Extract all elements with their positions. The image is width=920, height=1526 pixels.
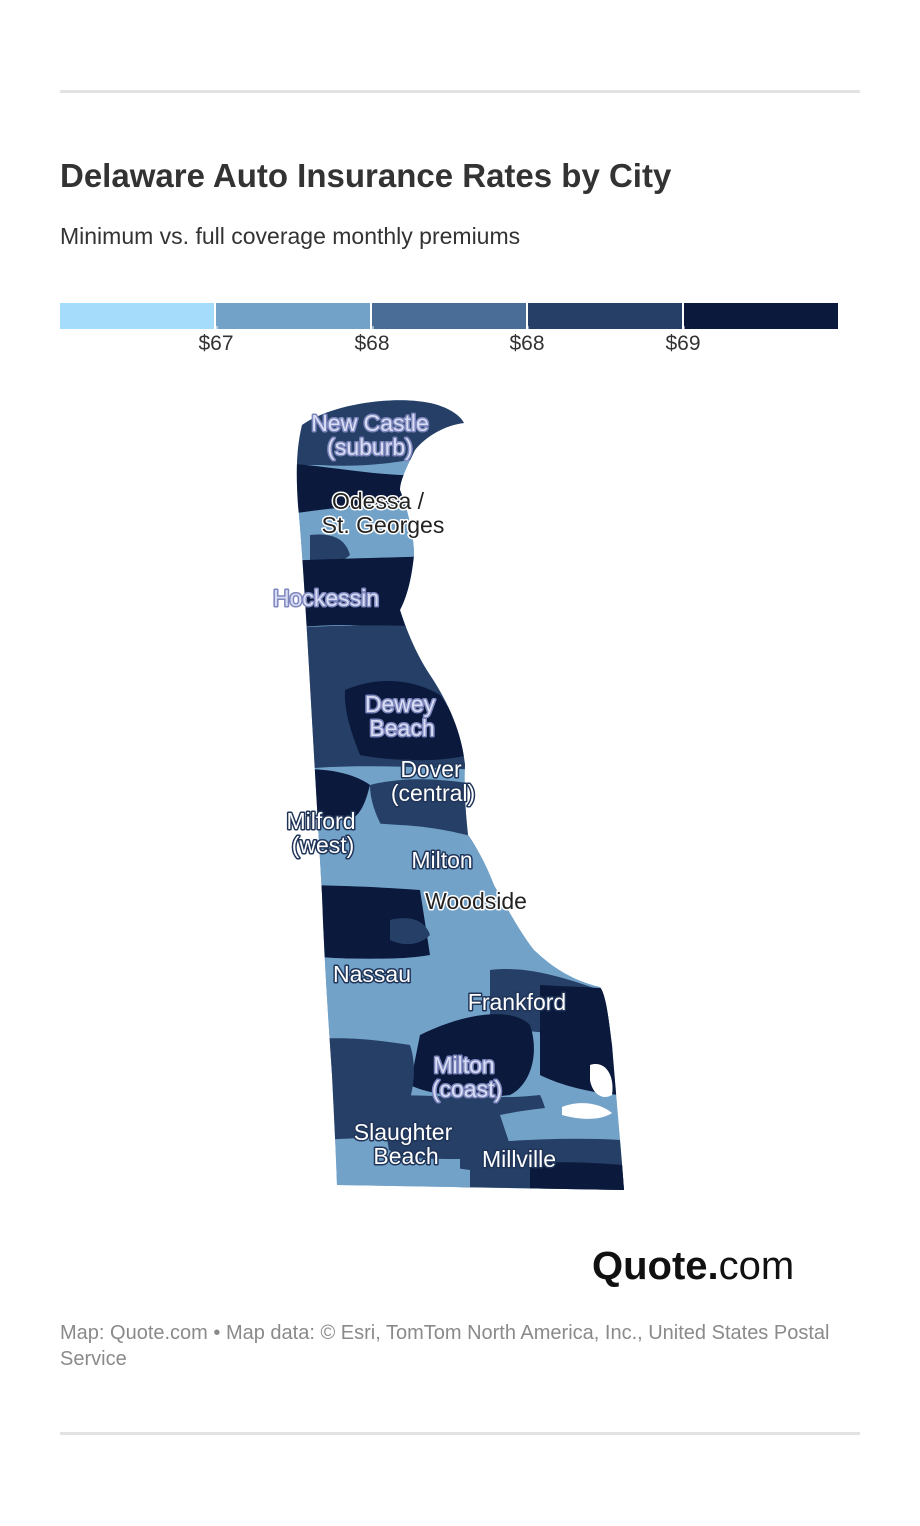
- city-label: Milford (west): [286, 808, 355, 858]
- city-label-line: Dewey: [365, 691, 436, 717]
- region-millville-coast: [530, 1162, 625, 1190]
- city-label: Hockessin: [273, 585, 379, 611]
- legend-ticks: $67 $68 $68 $69: [60, 326, 838, 362]
- region-dover-north: [344, 680, 468, 761]
- quote-com-logo: Quote.com: [592, 1244, 794, 1289]
- chart-title: Delaware Auto Insurance Rates by City: [60, 157, 672, 194]
- source-credit: Map: Quote.com • Map data: © Esri, TomTo…: [60, 1322, 830, 1370]
- city-label: New Castle (suburb): [311, 410, 429, 460]
- top-divider: [60, 90, 860, 93]
- legend-bin-5: [684, 303, 838, 329]
- city-label-line: St. Georges: [322, 512, 445, 538]
- city-label-line: Odessa /: [332, 488, 425, 514]
- city-label-line: New Castle: [311, 410, 429, 436]
- region-odessa-north: [310, 534, 350, 564]
- bottom-divider: [60, 1432, 860, 1435]
- city-label: Milton (coast): [432, 1052, 502, 1102]
- color-legend: [60, 303, 838, 329]
- city-label: Woodside: [425, 888, 527, 914]
- city-label: Milton: [411, 847, 472, 873]
- city-label-line: (coast): [432, 1076, 502, 1102]
- legend-tick: $67: [198, 326, 234, 355]
- legend-bin-4: [528, 303, 682, 329]
- city-label-line: Milton: [433, 1052, 494, 1078]
- city-label-line: Beach: [369, 715, 434, 741]
- legend-tick: $68: [354, 326, 390, 355]
- rehoboth-bay-water: [590, 1064, 613, 1098]
- delaware-map: New Castle (suburb) Odessa / St. Georges H…: [271, 400, 625, 1190]
- city-label: Millville: [482, 1146, 556, 1172]
- city-label: Odessa / St. Georges: [322, 488, 445, 538]
- city-label-line: Dover: [400, 756, 462, 782]
- logo-wordmark-bold: Quote: [592, 1244, 708, 1288]
- region-nassau: [296, 955, 540, 1036]
- legend-tick: $68: [509, 326, 545, 355]
- region-milford-west: [296, 815, 500, 886]
- city-label-line: Milford: [286, 808, 355, 834]
- logo-wordmark-suffix: com: [718, 1244, 795, 1288]
- city-label-line: Beach: [373, 1143, 438, 1169]
- chart-subtitle: Minimum vs. full coverage monthly premiu…: [60, 223, 521, 249]
- city-label-line: Slaughter: [354, 1119, 453, 1145]
- region-woodside-east: [390, 918, 430, 945]
- region-milton-coast: [410, 1014, 534, 1097]
- legend-bin-3: [372, 303, 526, 329]
- map-labels: New Castle (suburb) Odessa / St. Georges H…: [271, 409, 567, 1174]
- city-label: Nassau: [333, 961, 411, 987]
- city-label-line: (suburb): [327, 434, 413, 460]
- city-label: Slaughter Beach: [354, 1119, 453, 1169]
- legend-tick: $69: [665, 326, 701, 355]
- city-label: Dewey Beach: [365, 691, 436, 741]
- legend-bin-1: [60, 303, 214, 329]
- city-label-line: (west): [292, 832, 355, 858]
- logo-dot: .: [707, 1244, 719, 1288]
- city-label: Frankford: [468, 989, 566, 1015]
- city-label-line: (central): [391, 780, 475, 806]
- indian-river-bay-water: [562, 1103, 612, 1119]
- city-label: Dover (central): [391, 756, 475, 806]
- legend-bin-2: [216, 303, 370, 329]
